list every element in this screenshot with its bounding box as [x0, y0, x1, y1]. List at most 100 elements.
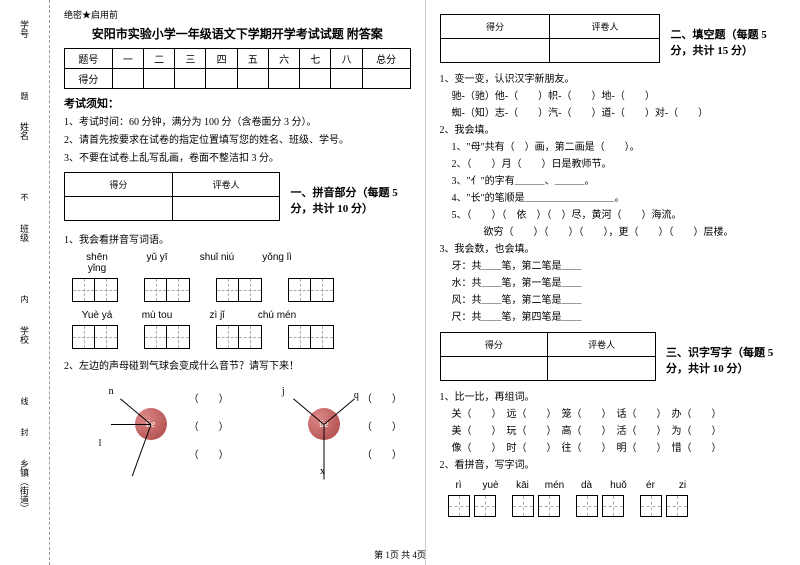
tian-grid — [144, 325, 190, 349]
header-cell: 四 — [206, 49, 237, 69]
header-cell: 二 — [143, 49, 174, 69]
ray-label: j — [282, 386, 285, 397]
dash-text: 题 — [21, 91, 29, 102]
q-header: 2、看拼音，写字词。 — [440, 457, 787, 474]
header-cell: 七 — [300, 49, 331, 69]
binding-label: 班级 — [18, 224, 31, 242]
dash-text: 内 — [21, 294, 29, 305]
part3-title: 三、识字写字（每题 5 分，共计 10 分） — [666, 344, 786, 376]
page-footer: 第 1页 共 4页 — [0, 548, 800, 561]
fill-line: 风：共＿＿笔，第二笔是＿＿ — [440, 292, 787, 309]
header-cell: 总分 — [362, 49, 410, 69]
tian-grid — [72, 325, 118, 349]
tian-grid — [288, 325, 334, 349]
pinyin-label: shuǐ niú — [196, 252, 238, 274]
grader-label: 评卷人 — [550, 15, 660, 39]
part2-title: 二、填空题（每题 5 分，共计 15 分） — [670, 26, 786, 58]
tian-grid — [512, 495, 534, 517]
pinyin-label: shēn yǐng — [76, 252, 118, 274]
tian-grid — [538, 495, 560, 517]
header-table: 题号 一 二 三 四 五 六 七 八 总分 得分 — [64, 48, 411, 89]
confidential-text: 绝密★启用前 — [64, 8, 411, 21]
grader-label: 评卷人 — [172, 173, 280, 197]
pinyin-label: mén — [544, 480, 566, 491]
pinyin-label: kāi — [512, 480, 534, 491]
dash-text: 不 — [21, 192, 29, 203]
part1-title: 一、拼音部分（每题 5 分，共计 10 分） — [290, 184, 410, 216]
q1-text: 1、我会看拼音写词语。 — [64, 231, 411, 246]
tian-grid — [216, 278, 262, 302]
tian-grid — [474, 495, 496, 517]
q-header: 1、变一变，认识汉字新朋友。 — [440, 71, 787, 88]
paper-title: 安阳市实验小学一年级语文下学期开学考试试题 附答案 — [64, 25, 411, 42]
pinyin-label: ér — [640, 480, 662, 491]
q2-text: 2、左边的声母碰到气球会变成什么音节？请写下来！ — [64, 357, 411, 372]
fill-line: 欲穷（ ）（ ）（ ），更（ ）（ ）层楼。 — [440, 224, 787, 241]
grader-label: 评卷人 — [548, 333, 656, 357]
pinyin-label: huǒ — [608, 480, 630, 491]
binding-label: 学校 — [18, 326, 31, 344]
tian-grid — [448, 495, 470, 517]
score-label: 得分 — [440, 333, 548, 357]
pinyin-label: yǒng lì — [256, 252, 298, 274]
dash-text: 封 — [21, 427, 29, 438]
fill-line: 1、"母"共有（ ）画，第二画是（ ）。 — [440, 139, 787, 156]
q-header: 3、我会数，也会填。 — [440, 241, 787, 258]
fill-line: 4、"长"的笔顺是＿＿＿＿＿＿＿＿＿。 — [440, 190, 787, 207]
fill-line: 蜘-（知）志-（ ）汽-（ ）道-（ ）对-（ ） — [440, 105, 787, 122]
dash-text: 线 — [21, 396, 29, 407]
score-row-label: 得分 — [65, 69, 113, 89]
fill-line: 水：共＿＿笔，第一笔是＿＿ — [440, 275, 787, 292]
pinyin-label: zi — [672, 480, 694, 491]
header-cell: 五 — [237, 49, 268, 69]
tian-grid — [288, 278, 334, 302]
q-header: 2、我会填。 — [440, 122, 787, 139]
header-cell: 题号 — [65, 49, 113, 69]
fill-line: 2、（ ）月（ ）日是教师节。 — [440, 156, 787, 173]
pinyin-label: yuè — [480, 480, 502, 491]
q-header: 1、比一比，再组词。 — [440, 389, 787, 406]
balloon-diagram-left: üe n l （ ） （ ） （ ） — [81, 378, 221, 478]
fill-line: 像（ ） 时（ ） 往（ ） 明（ ） 惜（ ） — [440, 440, 787, 457]
score-label: 得分 — [65, 173, 173, 197]
notice-line: 2、请首先按要求在试卷的指定位置填写您的姓名、班级、学号。 — [64, 133, 411, 148]
header-cell: 三 — [175, 49, 206, 69]
instructions: 1、考试时间：60 分钟，满分为 100 分（含卷面分 3 分）。 2、请首先按… — [64, 115, 411, 166]
header-cell: 六 — [268, 49, 299, 69]
fill-line: 3、"亻"的字有＿＿＿、＿＿＿。 — [440, 173, 787, 190]
score-label: 得分 — [440, 15, 550, 39]
tian-grid — [72, 278, 118, 302]
notice-line: 1、考试时间：60 分钟，满分为 100 分（含卷面分 3 分）。 — [64, 115, 411, 130]
tian-grid — [602, 495, 624, 517]
pinyin-label: Yuè yá — [76, 310, 118, 321]
ray-label: x — [320, 466, 325, 477]
binding-label: 学号 — [18, 20, 31, 38]
binding-label: 乡镇（街道） — [18, 459, 31, 513]
ray-label: n — [109, 386, 114, 397]
fill-line: 美（ ） 玩（ ） 高（ ） 活（ ） 为（ ） — [440, 423, 787, 440]
score-grader-table: 得分评卷人 — [440, 332, 656, 381]
fill-line: 牙：共＿＿笔，第二笔是＿＿ — [440, 258, 787, 275]
pinyin-label: rì — [448, 480, 470, 491]
binding-margin: 学号 题 姓名 不 班级 内 学校 线 封 乡镇（街道） — [0, 0, 50, 565]
pinyin-label: chú mén — [256, 310, 298, 321]
right-column: 得分评卷人 二、填空题（每题 5 分，共计 15 分） 1、变一变，认识汉字新朋… — [426, 0, 800, 565]
score-grader-table: 得分评卷人 — [64, 172, 280, 221]
fill-line: 关（ ） 远（ ） 笼（ ） 话（ ） 办（ ） — [440, 406, 787, 423]
notice-line: 3、不要在试卷上乱写乱画，卷面不整洁扣 3 分。 — [64, 151, 411, 166]
score-grader-table: 得分评卷人 — [440, 14, 661, 63]
binding-label: 姓名 — [18, 122, 31, 140]
balloon-diagram-right: üe j q x （ ） （ ） （ ） — [254, 378, 394, 478]
left-column: 绝密★启用前 安阳市实验小学一年级语文下学期开学考试试题 附答案 题号 一 二 … — [50, 0, 426, 565]
tian-grid — [666, 495, 688, 517]
pinyin-label: zì jǐ — [196, 310, 238, 321]
notice-header: 考试须知： — [64, 95, 411, 111]
fill-line: 5、（ ）（ 依 ）（ ）尽，黄河（ ）海流。 — [440, 207, 787, 224]
pinyin-label: dà — [576, 480, 598, 491]
fill-line: 尺：共＿＿笔，第四笔是＿＿ — [440, 309, 787, 326]
ray-label: l — [99, 438, 102, 449]
fill-line: 驰-（驰）他-（ ）帜-（ ）地-（ ） — [440, 88, 787, 105]
tian-grid — [144, 278, 190, 302]
ray-label: q — [354, 390, 359, 401]
tian-grid — [576, 495, 598, 517]
